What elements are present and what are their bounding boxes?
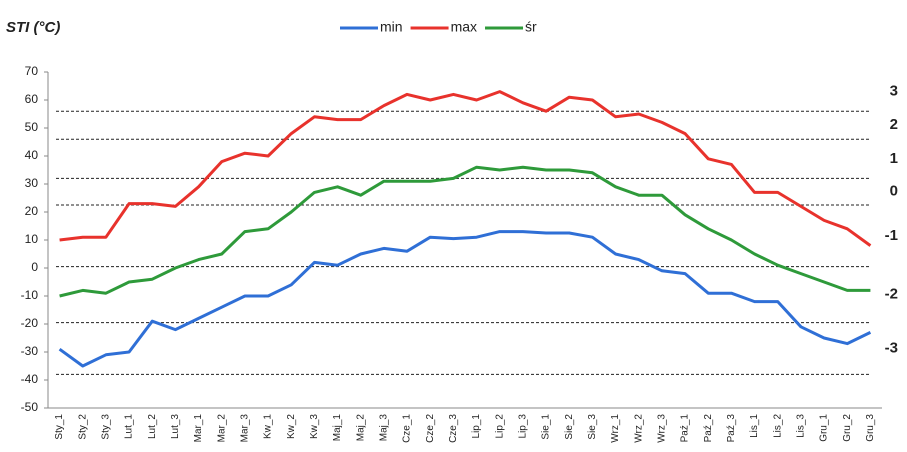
x-tick-label: Lut_2 xyxy=(147,414,158,439)
x-tick-label: Kw_1 xyxy=(263,414,274,439)
y-tick-label: 50 xyxy=(25,120,39,134)
x-tick-label: Cze_1 xyxy=(402,414,413,443)
y-tick-label: -50 xyxy=(21,400,39,414)
x-tick-label: Sie_1 xyxy=(541,414,552,440)
x-tick-label: Lis_1 xyxy=(749,414,760,438)
zone-label: -3 xyxy=(885,339,898,356)
y-tick-label: 20 xyxy=(25,204,39,218)
x-tick-label: Sie_3 xyxy=(587,414,598,440)
x-tick-label: Lip_3 xyxy=(518,414,529,439)
x-tick-label: Wrz_2 xyxy=(633,414,644,443)
x-tick-label: Lip_1 xyxy=(471,414,482,439)
x-tick-label: Cze_2 xyxy=(425,414,436,443)
x-tick-label: Wrz_3 xyxy=(657,414,668,443)
x-tick-label: Lut_1 xyxy=(124,414,135,439)
x-tick-label: Sty_3 xyxy=(101,414,112,440)
y-tick-label: 0 xyxy=(31,260,38,274)
zone-label: 3 xyxy=(890,83,898,100)
x-tick-label: Mar_2 xyxy=(216,414,227,443)
x-tick-label: Lis_3 xyxy=(796,414,807,438)
zone-label: -1 xyxy=(885,227,898,244)
legend-label: max xyxy=(451,19,477,35)
zone-label: 0 xyxy=(890,183,898,200)
zone-label: 2 xyxy=(890,116,898,133)
zone-label: -2 xyxy=(885,286,898,303)
x-tick-label: Maj_3 xyxy=(379,414,390,442)
y-tick-label: -10 xyxy=(21,288,39,302)
x-tick-label: Paź_2 xyxy=(703,414,714,443)
x-tick-label: Kw_3 xyxy=(309,414,320,439)
x-tick-label: Maj_2 xyxy=(355,414,366,442)
x-tick-label: Kw_2 xyxy=(286,414,297,439)
x-tick-label: Gru_2 xyxy=(842,414,853,442)
x-tick-label: Lut_3 xyxy=(170,414,181,439)
series-line xyxy=(59,90,872,247)
x-tick-label: Mar_1 xyxy=(193,414,204,443)
y-tick-label: -20 xyxy=(21,316,39,330)
y-tick-label: 60 xyxy=(25,92,39,106)
y-tick-label: 70 xyxy=(25,64,39,78)
y-tick-label: 10 xyxy=(25,232,39,246)
x-tick-label: Wrz_1 xyxy=(610,414,621,443)
x-tick-label: Sty_2 xyxy=(77,414,88,440)
legend-label: min xyxy=(380,19,403,35)
y-tick-label: 30 xyxy=(25,176,39,190)
series-line xyxy=(58,230,872,368)
zone-label: 1 xyxy=(890,150,898,167)
series-line xyxy=(59,165,871,298)
y-tick-label: 40 xyxy=(25,148,39,162)
legend-label: śr xyxy=(525,19,537,35)
y-tick-label: -40 xyxy=(21,372,39,386)
chart-title: STI (°C) xyxy=(6,19,60,36)
x-tick-label: Maj_1 xyxy=(332,414,343,442)
x-tick-label: Paź_3 xyxy=(726,414,737,443)
y-tick-label: -30 xyxy=(21,344,39,358)
x-tick-label: Lis_2 xyxy=(772,414,783,438)
x-tick-label: Paź_1 xyxy=(680,414,691,443)
x-tick-label: Gru_3 xyxy=(865,414,876,442)
x-tick-label: Sty_1 xyxy=(54,414,65,440)
x-tick-label: Lip_2 xyxy=(494,414,505,439)
x-tick-label: Sie_2 xyxy=(564,414,575,440)
x-tick-label: Gru_1 xyxy=(819,414,830,442)
x-tick-label: Cze_3 xyxy=(448,414,459,443)
x-tick-label: Mar_3 xyxy=(240,414,251,443)
